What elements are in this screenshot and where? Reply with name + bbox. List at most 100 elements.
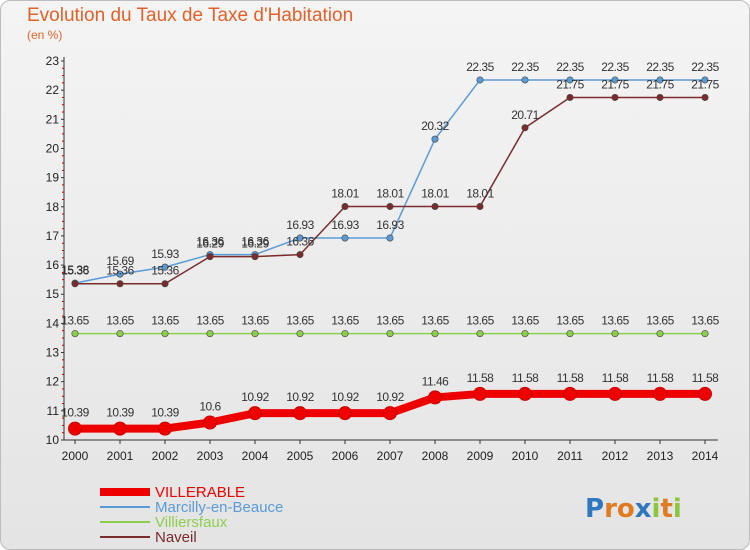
data-label: 18.01	[376, 186, 404, 200]
data-label: 22.35	[466, 60, 494, 74]
data-point	[341, 202, 349, 210]
legend-item-naveil: Naveil	[100, 529, 197, 546]
data-label: 20.71	[511, 108, 539, 122]
data-point	[206, 330, 214, 338]
data-label: 13.65	[691, 314, 719, 328]
x-tick-label: 2012	[602, 449, 629, 463]
data-label: 10.92	[331, 390, 359, 404]
data-point	[203, 415, 217, 430]
logo-letter-r: r	[604, 494, 617, 524]
data-label: 13.65	[421, 314, 449, 328]
data-point	[701, 330, 709, 338]
data-point	[161, 263, 169, 271]
legend-item-villiersfaux: Villiersfaux	[100, 514, 228, 531]
data-label: 22.35	[556, 60, 584, 74]
data-point	[521, 124, 529, 132]
data-point	[386, 330, 394, 338]
data-label: 13.65	[61, 314, 89, 328]
legend: VILLERABLEMarcilly-en-BeauceVilliersfaux…	[100, 484, 283, 546]
legend-label: Marcilly-en-Beauce	[155, 499, 283, 516]
x-tick-label: 2010	[512, 449, 539, 463]
data-point	[611, 93, 619, 101]
data-point	[206, 253, 214, 261]
data-point	[296, 330, 304, 338]
data-label: 18.01	[421, 186, 449, 200]
data-point	[566, 76, 574, 84]
y-tick-label: 12	[46, 375, 60, 389]
x-tick-label: 2005	[287, 449, 314, 463]
proxiti-logo: Proxiti	[585, 494, 682, 524]
data-label: 16.29	[241, 237, 269, 251]
data-label: 13.65	[331, 314, 359, 328]
y-tick-label: 13	[46, 346, 60, 360]
logo-letter-p: P	[585, 494, 604, 524]
data-label: 11.58	[692, 371, 719, 385]
data-point	[521, 330, 529, 338]
x-tick-label: 2009	[467, 449, 494, 463]
legend-label: Villiersfaux	[155, 514, 228, 531]
data-point	[293, 406, 307, 421]
data-point	[428, 390, 442, 405]
x-tick-label: 2008	[422, 449, 449, 463]
data-point	[701, 76, 709, 84]
data-point	[296, 234, 304, 242]
data-point	[431, 330, 439, 338]
x-tick-label: 2007	[377, 449, 404, 463]
axes: 10 11 12 13 14 15 16 17 18 19 20 21 22 23 2000 2001 2002…	[46, 54, 719, 463]
data-point	[161, 280, 169, 288]
data-point	[113, 421, 127, 436]
y-tick-label: 11	[47, 404, 60, 418]
data-label: 13.65	[601, 314, 629, 328]
data-label: 22.35	[601, 60, 629, 74]
y-tick-label: 22	[46, 83, 60, 97]
data-label: 10.92	[286, 390, 314, 404]
data-point	[566, 330, 574, 338]
y-tick-label: 14	[46, 316, 60, 330]
data-label: 11.58	[512, 371, 539, 385]
data-point	[611, 330, 619, 338]
data-label: 10.92	[241, 390, 269, 404]
data-point	[296, 251, 304, 259]
y-tick-label: 15	[46, 287, 60, 301]
data-point	[521, 76, 529, 84]
x-tick-label: 2006	[332, 449, 359, 463]
data-label: 16.93	[376, 218, 404, 232]
data-point	[116, 280, 124, 288]
data-label: 16.93	[286, 218, 314, 232]
data-label: 13.65	[196, 314, 224, 328]
data-point	[251, 330, 259, 338]
y-tick-label: 18	[46, 200, 60, 214]
data-point	[71, 280, 79, 288]
data-point	[698, 386, 712, 401]
x-tick-label: 2002	[152, 449, 179, 463]
data-label: 21.75	[556, 77, 584, 91]
data-label: 13.65	[511, 314, 539, 328]
data-label: 16.29	[196, 237, 224, 251]
data-point	[611, 76, 619, 84]
data-point	[383, 406, 397, 421]
data-point	[656, 93, 664, 101]
logo-letter-i: i	[652, 494, 661, 524]
data-point	[116, 270, 124, 278]
data-label: 10.6	[199, 400, 221, 414]
x-tick-label: 2014	[692, 449, 719, 463]
data-point	[116, 330, 124, 338]
data-label: 13.65	[151, 314, 179, 328]
data-label: 22.35	[511, 60, 539, 74]
logo-letter-o: o	[617, 494, 635, 524]
data-point	[476, 202, 484, 210]
data-point	[161, 330, 169, 338]
data-label: 10.39	[61, 406, 89, 420]
data-point	[476, 76, 484, 84]
chart-subtitle: (en %)	[27, 28, 63, 42]
legend-item-villerable: VILLERABLE	[100, 484, 245, 501]
data-point	[701, 93, 709, 101]
data-label: 10.92	[376, 390, 404, 404]
y-tick-label: 23	[46, 54, 60, 68]
data-label: 13.65	[646, 314, 674, 328]
data-label: 13.65	[556, 314, 584, 328]
legend-item-marcilly-en-beauce: Marcilly-en-Beauce	[100, 499, 283, 516]
data-label: 10.39	[106, 406, 134, 420]
